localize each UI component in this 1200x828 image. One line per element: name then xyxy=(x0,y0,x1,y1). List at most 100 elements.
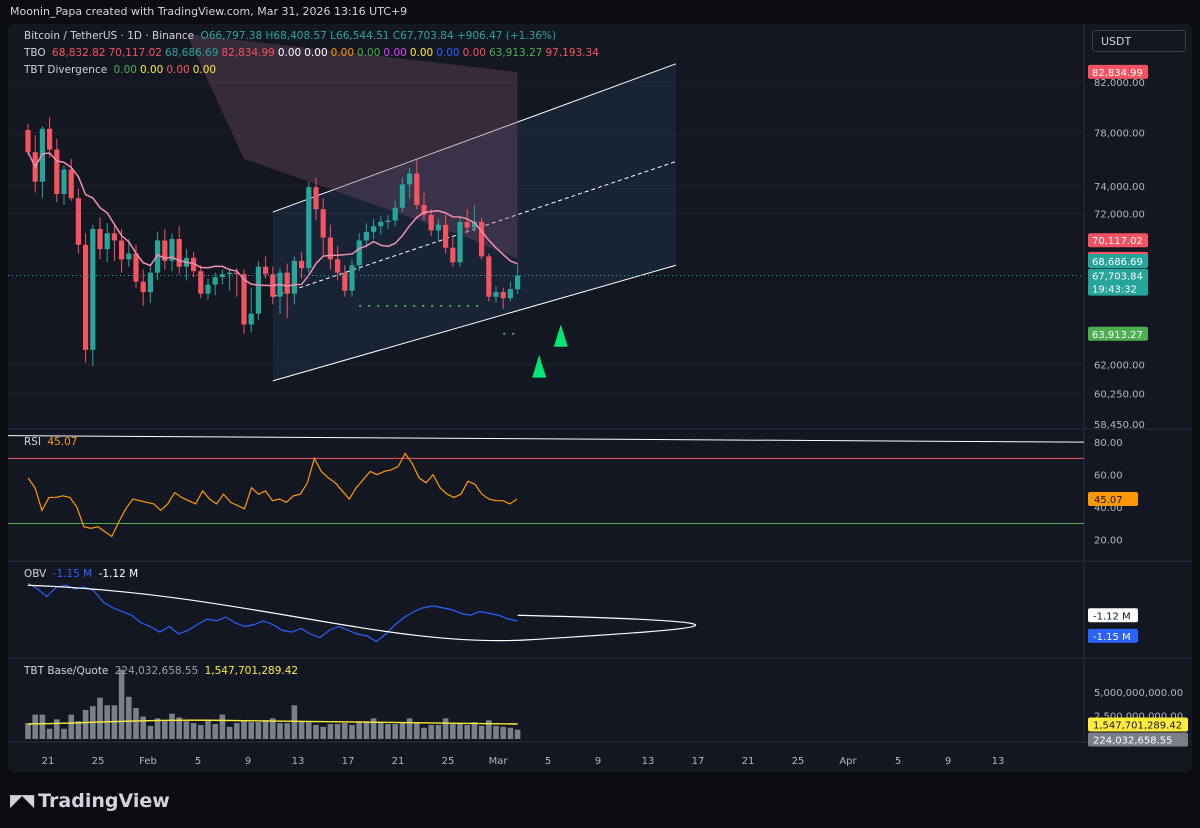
support-dot-early xyxy=(467,304,470,307)
volume-bar-64 xyxy=(486,720,492,739)
volume-bar-61 xyxy=(464,724,470,739)
candle-body-42 xyxy=(327,237,333,260)
candle-body-3 xyxy=(47,128,53,150)
volume-ma-badge-label: 1,547,701,289.42 xyxy=(1093,720,1182,731)
rsi-value: 45.07 xyxy=(47,436,78,448)
candle-body-44 xyxy=(342,272,348,291)
tbo-legend: TBO 68,832.82 70,117.02 68,686.69 82,834.99… xyxy=(24,47,605,59)
price-badge-4 xyxy=(1088,268,1148,283)
candle-body-52 xyxy=(399,184,405,208)
volume-bar-26 xyxy=(212,724,218,739)
legend-value-13: 97,193.34 xyxy=(545,47,599,59)
volume-bar-55 xyxy=(421,727,427,739)
price-badge-0 xyxy=(1088,64,1148,79)
candle-body-49 xyxy=(378,221,384,227)
support-dot-early xyxy=(377,304,380,307)
candle-body-67 xyxy=(507,289,513,299)
volume-bar-47 xyxy=(363,721,370,739)
support-dot-early xyxy=(440,304,443,307)
legend-value-3: 82,834.99 xyxy=(221,47,275,59)
obv-legend: OBV -1.15 M -1.12 M xyxy=(24,568,141,580)
time-tick-label-4: 9 xyxy=(245,756,251,767)
obv-label[interactable]: OBV xyxy=(24,568,47,580)
candle-body-65 xyxy=(493,292,499,297)
support-dot xyxy=(512,332,515,335)
time-tick-label-19: 13 xyxy=(992,756,1005,767)
volume-bar-4 xyxy=(54,719,60,739)
volume-bar-24 xyxy=(198,724,204,739)
support-dot-early xyxy=(413,304,416,307)
buy-signal-triangle xyxy=(532,354,547,378)
volume-bar-32 xyxy=(255,722,262,739)
symbol-name[interactable]: Bitcoin / TetherUS · 1D · Binance xyxy=(24,30,195,42)
support-dot-early xyxy=(368,304,371,307)
candle-body-4 xyxy=(54,149,60,194)
volume-bar-46 xyxy=(356,721,362,739)
legend-value-4: 0.00 xyxy=(277,47,302,59)
candle-body-8 xyxy=(83,244,89,350)
volume-bar-15 xyxy=(133,708,139,739)
price-tick-label-1: 78,000.00 xyxy=(1094,129,1145,140)
time-tick-label-14: 21 xyxy=(742,756,755,767)
candle-body-27 xyxy=(219,274,225,278)
candle-body-19 xyxy=(162,240,168,261)
volume-bar-5 xyxy=(61,728,67,739)
candle-body-5 xyxy=(61,169,67,194)
time-tick-label-5: 13 xyxy=(292,756,305,767)
tradingview-logo-icon: ◤◥ xyxy=(10,791,34,811)
volume-bar-65 xyxy=(493,725,499,739)
candle-body-61 xyxy=(464,221,470,228)
support-dot-early xyxy=(431,304,434,307)
volume-bar-59 xyxy=(450,724,456,739)
support-dot-early xyxy=(458,304,461,307)
volume-label[interactable]: TBT Base/Quote xyxy=(24,665,109,677)
candle-body-9 xyxy=(90,228,96,350)
candle-body-46 xyxy=(356,240,362,266)
volume-ma-badge xyxy=(1088,717,1188,732)
candle-body-58 xyxy=(443,224,449,248)
divergence-legend: TBT Divergence 0.00 0.00 0.00 0.00 xyxy=(24,64,222,76)
volume-bar-6 xyxy=(68,714,74,739)
volume-bar-60 xyxy=(457,724,463,739)
rsi-tick-1: 60.00 xyxy=(1094,471,1123,482)
ohlc-values: O66,797.38 H68,408.57 L66,544.51 C67,703… xyxy=(200,30,557,42)
price-badge-label-0: 82,834.99 xyxy=(1092,68,1143,79)
volume-bar-7 xyxy=(75,721,82,739)
obv-line xyxy=(27,582,518,643)
candle-body-68 xyxy=(515,275,521,290)
volume-bar-51 xyxy=(392,724,398,739)
channel-upper-line xyxy=(272,63,677,213)
tbo-label[interactable]: TBO xyxy=(24,47,46,59)
candle-body-14 xyxy=(126,253,132,260)
support-dot-early xyxy=(404,304,407,307)
time-tick-label-15: 25 xyxy=(792,756,805,767)
rsi-badge-label: 45.07 xyxy=(1094,495,1123,506)
price-badge-label-3: 68,686.69 xyxy=(1092,257,1143,268)
candle-body-40 xyxy=(313,187,319,210)
volume-badge-label: 224,032,658.55 xyxy=(1093,735,1173,746)
chart-frame[interactable]: 82,000.00 78,000.00 74,000.00 72,000.00 62,0… xyxy=(8,24,1192,772)
candle-body-12 xyxy=(111,233,117,241)
rsi-line xyxy=(27,452,518,538)
legend-value-0: 0.00 xyxy=(113,64,137,76)
volume-badge xyxy=(1088,732,1188,747)
rsi-tick-3: 20.00 xyxy=(1094,536,1123,547)
volume-bar-27 xyxy=(219,714,226,739)
quote-currency-button[interactable]: USDT xyxy=(1092,30,1186,52)
volume-legend: TBT Base/Quote 224,032,658.55 1,547,701,… xyxy=(24,665,301,677)
channel-lower-line xyxy=(272,264,677,382)
candle-body-15 xyxy=(133,253,139,282)
volume-bar-40 xyxy=(313,724,319,739)
price-tick-label-2: 74,000.00 xyxy=(1094,182,1145,193)
chart-canvas[interactable]: 82,000.00 78,000.00 74,000.00 72,000.00 62,0… xyxy=(8,24,1192,772)
candle-body-62 xyxy=(471,221,477,228)
time-tick-label-10: 5 xyxy=(545,756,551,767)
tbo-cloud xyxy=(186,34,518,259)
divergence-label[interactable]: TBT Divergence xyxy=(24,64,108,76)
volume-bar-2 xyxy=(39,714,46,739)
time-tick-label-2: Feb xyxy=(139,756,157,767)
rsi-label[interactable]: RSI xyxy=(24,436,42,448)
obv-badge xyxy=(1088,628,1138,643)
volume-bar-8 xyxy=(82,709,89,739)
candle-body-51 xyxy=(392,207,398,221)
